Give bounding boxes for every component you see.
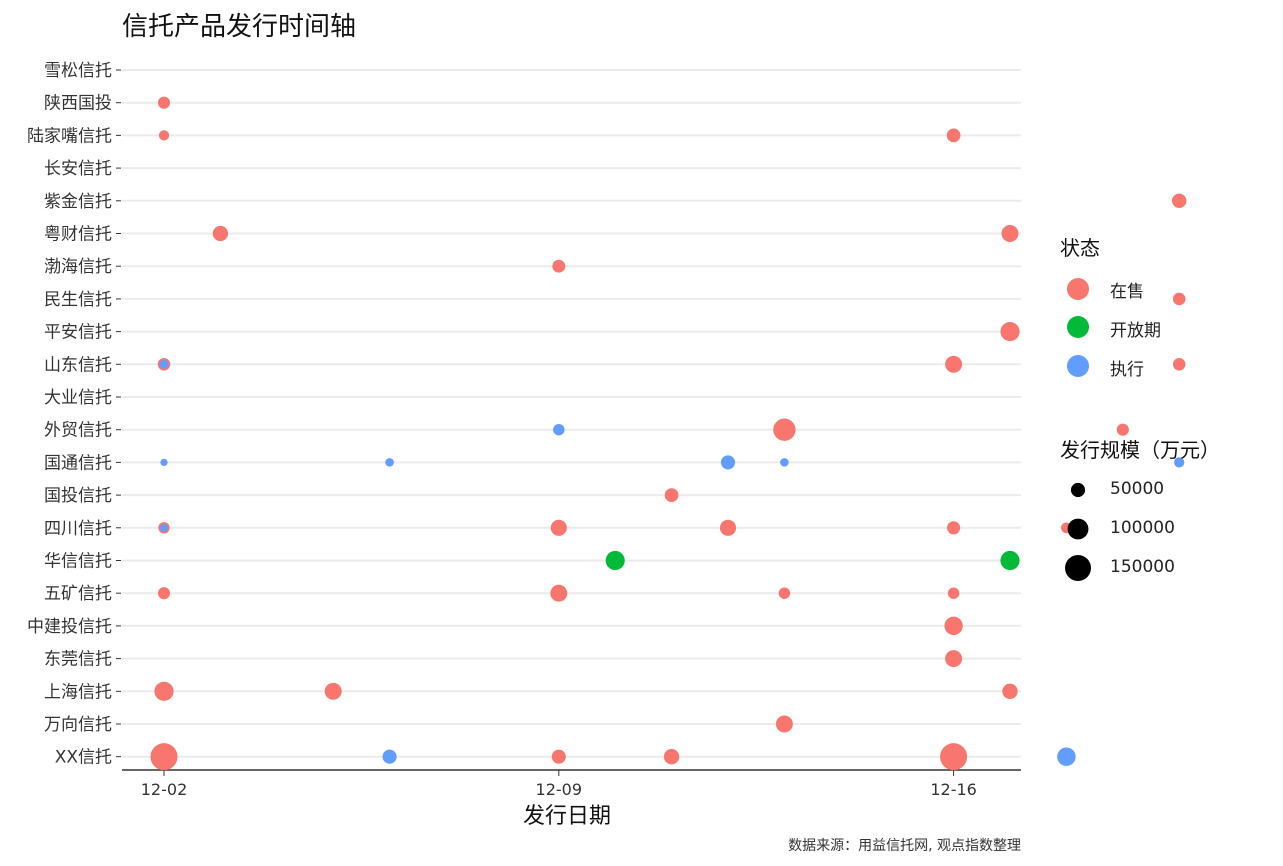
- legend-label-on-sale: 在售: [1110, 282, 1144, 302]
- data-point: [553, 423, 565, 436]
- y-tick-label: 陆家嘴信托: [27, 126, 112, 146]
- data-point: [778, 587, 791, 599]
- legend-key-color: [1067, 278, 1089, 300]
- x-tick-label: 12-16: [930, 780, 977, 799]
- data-point: [664, 488, 679, 502]
- y-tick-label: 东莞信托: [44, 650, 112, 670]
- data-point: [159, 359, 169, 369]
- legend-label-size-50000: 50000: [1110, 479, 1165, 499]
- data-point: [720, 455, 736, 470]
- y-tick-label: 中建投信托: [27, 617, 112, 637]
- data-point: [324, 682, 342, 700]
- y-tick-label: 雪松信托: [44, 61, 112, 81]
- data-point: [1000, 322, 1020, 342]
- chart-title: 信托产品发行时间轴: [122, 12, 357, 42]
- data-point: [945, 650, 963, 668]
- data-point: [773, 418, 796, 441]
- data-point: [160, 458, 168, 467]
- y-tick-label: 上海信托: [44, 682, 112, 702]
- data-point: [1000, 550, 1020, 571]
- data-point: [946, 128, 961, 143]
- y-tick-label: 五矿信托: [44, 584, 112, 604]
- data-point: [780, 458, 789, 467]
- data-point: [1002, 683, 1018, 699]
- y-tick-label: 四川信托: [44, 519, 112, 539]
- data-point: [212, 225, 229, 242]
- data-point: [150, 743, 178, 771]
- y-tick-label: 渤海信托: [44, 257, 112, 277]
- legend-label-open: 开放期: [1110, 321, 1161, 341]
- data-point: [1174, 457, 1185, 468]
- data-point: [158, 130, 170, 141]
- data-point: [945, 355, 963, 373]
- legend-label-size-100000: 100000: [1110, 518, 1175, 538]
- data-point: [947, 521, 961, 535]
- data-point: [775, 715, 793, 733]
- data-point: [382, 749, 397, 764]
- y-tick-label: 国投信托: [44, 486, 112, 506]
- legend-label-size-150000: 150000: [1110, 557, 1175, 577]
- data-point: [551, 749, 566, 764]
- y-tick-label: 长安信托: [44, 159, 112, 179]
- data-point: [719, 519, 737, 536]
- x-tick-label: 12-02: [141, 780, 188, 799]
- x-axis-label: 发行日期: [523, 804, 612, 829]
- data-point: [944, 616, 963, 636]
- data-point: [550, 584, 568, 602]
- legend-key-size: [1067, 518, 1089, 540]
- size-legend-title: 发行规模（万元）: [1060, 438, 1220, 462]
- y-tick-label: 外贸信托: [44, 421, 112, 441]
- data-point: [663, 749, 680, 765]
- data-point: [552, 259, 566, 273]
- y-tick-label: 陕西国投: [44, 94, 112, 114]
- color-legend-title: 状态: [1060, 236, 1100, 260]
- data-point: [157, 96, 171, 109]
- y-tick-label: 粤财信托: [44, 225, 112, 245]
- data-point: [1172, 292, 1186, 306]
- legend-label-executing: 执行: [1110, 360, 1144, 380]
- y-tick-label: 万向信托: [44, 715, 112, 735]
- legend-key-color: [1067, 316, 1089, 338]
- data-point: [940, 743, 968, 771]
- y-tick-label: 华信信托: [44, 552, 112, 572]
- data-point: [157, 587, 171, 600]
- x-tick-label: 12-09: [536, 780, 583, 799]
- y-tick-label: 民生信托: [44, 290, 112, 310]
- y-tick-label: 紫金信托: [44, 192, 112, 212]
- data-point: [947, 587, 960, 599]
- data-point: [1116, 423, 1129, 436]
- data-point: [1001, 225, 1019, 242]
- data-point: [1171, 193, 1187, 209]
- data-point: [1172, 358, 1186, 371]
- y-tick-label: 国通信托: [44, 453, 112, 473]
- caption-source: 数据来源：用益信托网, 观点指数整理: [788, 838, 1021, 854]
- y-tick-label: 山东信托: [44, 355, 112, 375]
- data-point: [385, 458, 394, 467]
- data-point: [605, 550, 625, 571]
- data-point: [154, 681, 174, 701]
- legend-key-size: [1070, 482, 1086, 498]
- y-tick-label: 大业信托: [44, 388, 112, 408]
- y-tick-label: 平安信托: [44, 323, 112, 343]
- data-point: [550, 519, 567, 536]
- data-point: [160, 523, 168, 532]
- legend-key-color: [1067, 355, 1089, 377]
- y-tick-label: XX信托: [55, 748, 112, 768]
- data-point: [1057, 747, 1076, 766]
- legend-key-size: [1065, 555, 1091, 581]
